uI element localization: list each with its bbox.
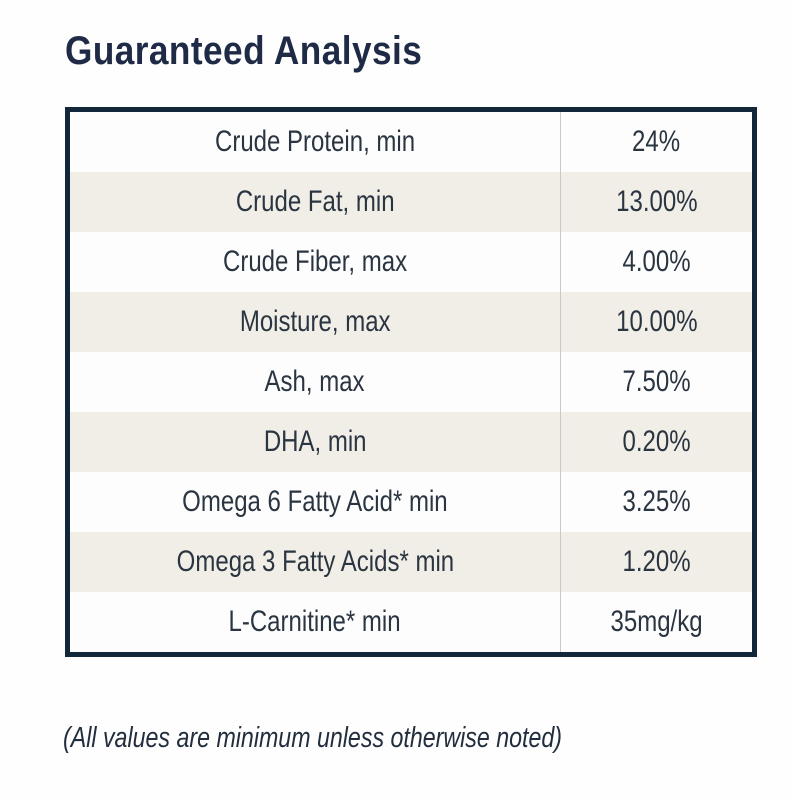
footnote-text: (All values are minimum unless otherwise… [63, 722, 563, 754]
nutrient-value-cell: 4.00% [561, 232, 752, 292]
table-row: L-Carnitine* min 35mg/kg [70, 592, 752, 652]
nutrient-label-cell: Crude Protein, min [70, 112, 562, 172]
nutrient-value-cell: 3.25% [561, 472, 752, 532]
nutrient-value-cell: 13.00% [561, 172, 752, 232]
table-row: Crude Protein, min 24% [70, 112, 752, 172]
nutrient-label: Moisture, max [239, 305, 391, 338]
nutrient-label: Ash, max [264, 365, 366, 398]
nutrient-label-cell: Omega 3 Fatty Acids* min [70, 532, 562, 592]
nutrient-value: 1.20% [622, 545, 691, 578]
page-title-text: Guaranteed Analysis [65, 29, 423, 73]
page-title: Guaranteed Analysis [65, 28, 793, 74]
nutrient-label: Crude Fat, min [235, 185, 395, 218]
nutrient-label: Crude Fiber, max [222, 245, 408, 278]
nutrient-label-cell: Crude Fat, min [70, 172, 562, 232]
nutrient-label-cell: Crude Fiber, max [70, 232, 562, 292]
nutrient-value-cell: 10.00% [561, 292, 752, 352]
table-row: Omega 3 Fatty Acids* min 1.20% [70, 532, 752, 592]
nutrient-value: 4.00% [622, 245, 691, 278]
table-row: DHA, min 0.20% [70, 412, 752, 472]
nutrient-label: Crude Protein, min [214, 125, 416, 158]
nutrient-label-cell: Moisture, max [70, 292, 562, 352]
nutrient-label-cell: Ash, max [70, 352, 562, 412]
nutrient-label-cell: L-Carnitine* min [70, 592, 562, 652]
footnote: (All values are minimum unless otherwise… [63, 722, 793, 755]
nutrient-value: 7.50% [622, 365, 691, 398]
guaranteed-analysis-table: Crude Protein, min 24% Crude Fat, min 13… [65, 107, 757, 657]
nutrient-value: 10.00% [615, 305, 698, 338]
nutrient-value-cell: 7.50% [561, 352, 752, 412]
nutrient-label-cell: DHA, min [70, 412, 562, 472]
nutrient-value: 13.00% [615, 185, 698, 218]
nutrient-value-cell: 35mg/kg [561, 592, 752, 652]
table-row: Moisture, max 10.00% [70, 292, 752, 352]
nutrient-value: 3.25% [622, 485, 691, 518]
nutrient-value-cell: 24% [561, 112, 752, 172]
nutrient-value: 35mg/kg [610, 605, 703, 638]
nutrient-label: L-Carnitine* min [228, 605, 402, 638]
nutrient-value-cell: 1.20% [561, 532, 752, 592]
table-row: Ash, max 7.50% [70, 352, 752, 412]
nutrient-value: 24% [632, 125, 681, 158]
table-row: Crude Fat, min 13.00% [70, 172, 752, 232]
nutrient-value: 0.20% [622, 425, 691, 458]
table-row: Crude Fiber, max 4.00% [70, 232, 752, 292]
nutrient-value-cell: 0.20% [561, 412, 752, 472]
nutrient-label-cell: Omega 6 Fatty Acid* min [70, 472, 562, 532]
nutrient-label: Omega 6 Fatty Acid* min [182, 485, 448, 518]
nutrient-label: DHA, min [263, 425, 367, 458]
nutrient-label: Omega 3 Fatty Acids* min [176, 545, 454, 578]
table-row: Omega 6 Fatty Acid* min 3.25% [70, 472, 752, 532]
